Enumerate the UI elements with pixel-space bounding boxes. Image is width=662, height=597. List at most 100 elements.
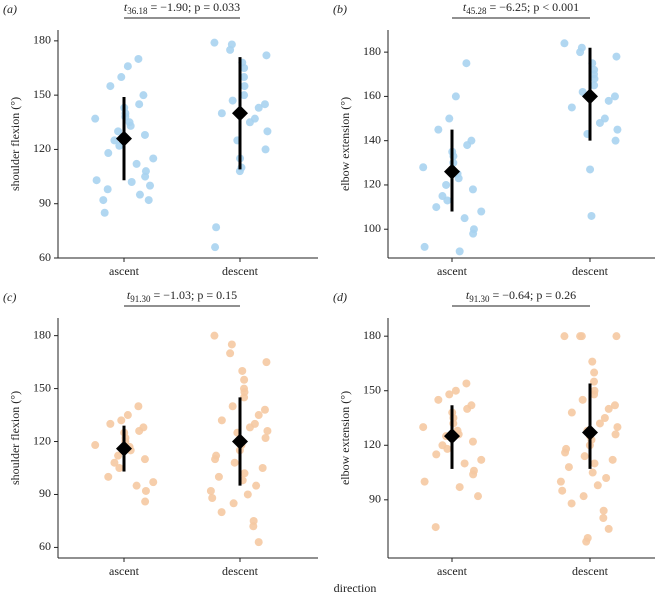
data-point — [114, 451, 123, 460]
data-point — [567, 103, 576, 112]
x-tick-label: ascent — [109, 264, 140, 278]
data-point — [254, 103, 263, 112]
data-point — [104, 149, 113, 158]
annotation-stat: t — [466, 288, 470, 302]
y-tick-label: 90 — [39, 486, 51, 500]
y-tick-label: 120 — [33, 433, 51, 447]
y-tick-label: 60 — [39, 250, 51, 264]
data-point — [564, 463, 573, 472]
y-tick-label: 180 — [363, 328, 381, 342]
data-point — [106, 419, 115, 428]
data-point — [588, 357, 597, 366]
data-point — [134, 402, 143, 411]
data-point — [117, 416, 126, 425]
data-point — [589, 377, 598, 386]
annotation-stat: t — [127, 288, 131, 302]
data-point — [212, 223, 221, 232]
y-tick-label: 120 — [363, 437, 381, 451]
annotation: t45.28 = −6.25; p < 0.001 — [463, 0, 579, 16]
x-tick-label: ascent — [437, 264, 468, 278]
data-point — [228, 96, 237, 105]
data-point — [235, 167, 244, 176]
data-point — [135, 190, 144, 199]
data-point — [443, 444, 452, 453]
data-point — [432, 450, 441, 459]
mean-marker — [116, 130, 132, 147]
data-point — [229, 499, 238, 508]
data-point — [567, 408, 576, 417]
x-axis-label: direction — [334, 581, 377, 595]
data-point — [587, 211, 596, 220]
y-tick-label: 150 — [363, 382, 381, 396]
data-point — [460, 459, 469, 468]
mean-marker — [116, 440, 132, 457]
y-tick-label: 150 — [33, 87, 51, 101]
data-point — [114, 127, 123, 136]
annotation-stat: t — [124, 0, 128, 14]
data-point — [558, 486, 567, 495]
data-point — [431, 523, 440, 532]
data-point — [245, 423, 254, 432]
data-point — [210, 38, 219, 47]
data-point — [254, 538, 263, 547]
data-point — [578, 395, 587, 404]
panel-label: (b) — [333, 2, 347, 16]
panel-label: (a) — [3, 2, 17, 16]
annotation-df: 91.30 — [469, 294, 490, 304]
data-point — [211, 243, 220, 252]
data-point — [240, 64, 249, 72]
y-tick-label: 150 — [33, 380, 51, 394]
data-point — [141, 172, 150, 181]
data-point — [240, 91, 249, 100]
data-point — [139, 91, 148, 100]
data-point — [590, 459, 599, 468]
data-point — [240, 82, 249, 91]
y-axis-label: elbow extension (°) — [338, 97, 352, 191]
x-tick-label: descent — [572, 564, 609, 578]
y-tick-label: 180 — [33, 33, 51, 47]
annotation-stat: t — [463, 0, 467, 14]
data-point — [567, 499, 576, 508]
y-axis-label: shoulder flexion (°) — [8, 391, 22, 485]
data-point — [586, 165, 595, 174]
data-point — [123, 411, 132, 420]
data-point — [613, 125, 622, 134]
data-point — [217, 508, 226, 517]
data-point — [604, 404, 613, 413]
data-point — [602, 474, 611, 482]
data-point — [560, 39, 569, 48]
data-point — [443, 196, 452, 205]
data-point — [217, 416, 226, 425]
data-point — [132, 481, 141, 490]
x-tick-label: descent — [222, 264, 259, 278]
data-point — [419, 423, 428, 432]
data-point — [123, 62, 132, 71]
data-point — [261, 434, 270, 442]
data-point — [211, 455, 220, 464]
data-point — [576, 332, 585, 341]
data-point — [135, 100, 144, 109]
annotation: t91.30 = −1.03; p = 0.15 — [127, 288, 237, 304]
data-point — [91, 114, 100, 123]
x-tick-label: ascent — [437, 564, 468, 578]
data-point — [149, 478, 158, 487]
data-point — [613, 423, 622, 432]
annotation-df: 36.18 — [127, 6, 148, 16]
data-point — [127, 178, 136, 186]
data-point — [132, 159, 141, 168]
data-point — [117, 73, 126, 82]
data-point — [420, 477, 429, 486]
annotation-rest: = −6.25; p < 0.001 — [486, 0, 579, 14]
data-point — [135, 426, 144, 435]
mean-marker — [582, 88, 598, 105]
y-tick-label: 100 — [363, 221, 381, 235]
data-point — [103, 185, 112, 194]
data-point — [115, 464, 124, 472]
data-point — [604, 96, 613, 105]
data-point — [451, 92, 460, 101]
data-point — [134, 54, 143, 63]
data-point — [262, 358, 271, 367]
data-point — [599, 514, 608, 522]
data-point — [243, 490, 252, 499]
data-point — [455, 247, 464, 256]
